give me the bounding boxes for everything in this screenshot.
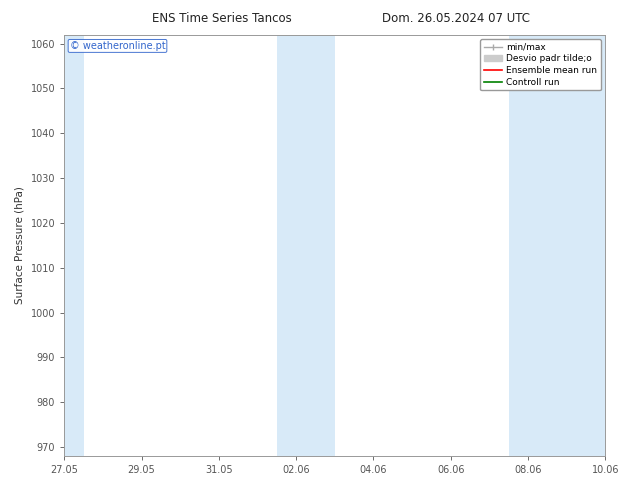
- Text: Dom. 26.05.2024 07 UTC: Dom. 26.05.2024 07 UTC: [382, 12, 531, 25]
- Legend: min/max, Desvio padr tilde;o, Ensemble mean run, Controll run: min/max, Desvio padr tilde;o, Ensemble m…: [480, 39, 601, 91]
- Bar: [508, 35, 605, 456]
- Text: © weatheronline.pt: © weatheronline.pt: [70, 41, 165, 51]
- Bar: [64, 35, 84, 456]
- Y-axis label: Surface Pressure (hPa): Surface Pressure (hPa): [15, 186, 25, 304]
- Text: ENS Time Series Tancos: ENS Time Series Tancos: [152, 12, 292, 25]
- Bar: [277, 35, 335, 456]
